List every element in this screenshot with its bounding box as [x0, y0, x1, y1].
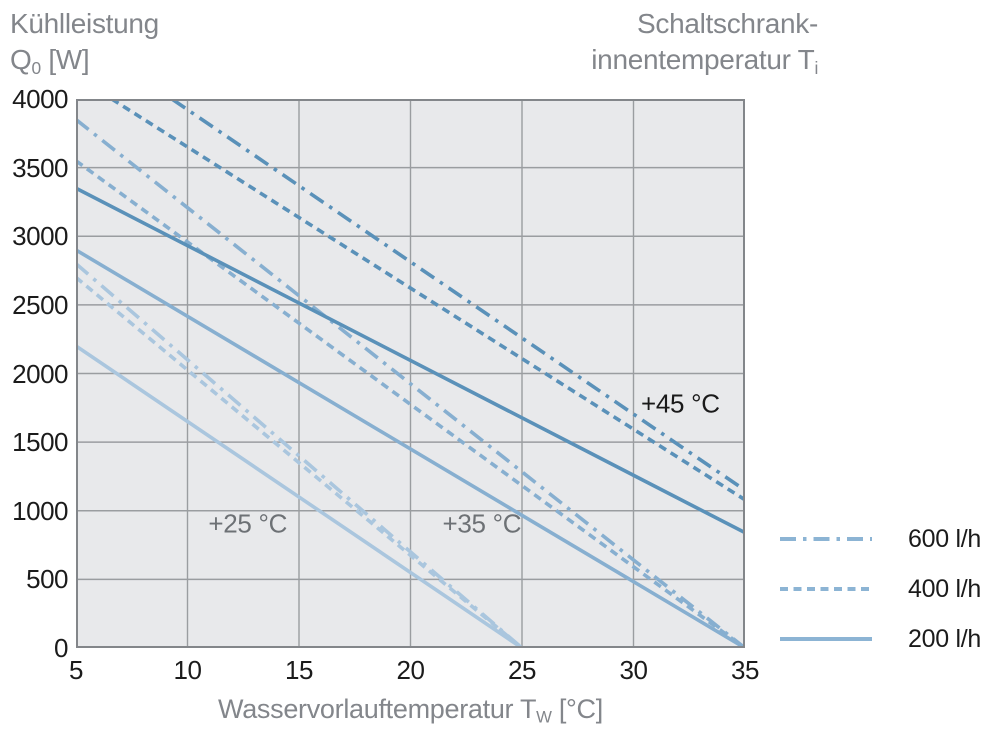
series-line: [76, 186, 745, 535]
y-tick-label: 3500: [12, 152, 68, 183]
y-axis-title: Kühlleistung Q0 [W]: [10, 6, 159, 78]
x-tick-label: 20: [396, 655, 425, 685]
x-tick-label: 25: [508, 655, 536, 685]
legend-label: 400 l/h: [908, 574, 981, 603]
y-tick-label: 1000: [12, 495, 68, 526]
series-line: [170, 99, 745, 492]
y-tick-label: 2500: [12, 289, 68, 320]
x-tick-label: 15: [285, 655, 313, 685]
right-title-line1: Schaltschrank-: [637, 8, 818, 39]
chart-right-title: Schaltschrank- innentemperatur Ti: [591, 6, 818, 78]
series-line: [76, 159, 745, 648]
legend: 600 l/h 400 l/h 200 l/h: [780, 524, 981, 653]
legend-item: 600 l/h: [780, 524, 981, 553]
y-tick-label: 500: [26, 564, 68, 595]
y-tick-label: 3000: [12, 221, 68, 252]
y-tick-label: 2000: [12, 358, 68, 389]
legend-line-sample-dashed: [780, 587, 872, 591]
x-tick-label: 5: [69, 655, 83, 685]
series-line: [76, 344, 524, 648]
y-tick-label: 0: [54, 633, 68, 663]
x-tick-label: 35: [731, 655, 759, 685]
legend-label: 600 l/h: [908, 524, 981, 553]
x-tick-label: 30: [619, 655, 648, 685]
x-axis-symbol-subscript: W: [536, 707, 552, 727]
y-axis-title-line2: Q0 [W]: [10, 44, 90, 78]
series-line: [76, 248, 745, 648]
series-line: [76, 276, 524, 648]
plot-area: +45 °C +35 °C +25 °C: [76, 99, 745, 648]
legend-label: 200 l/h: [908, 624, 981, 653]
y-axis-symbol-subscript: 0: [31, 57, 41, 78]
legend-item: 400 l/h: [780, 574, 981, 603]
right-title-subscript: i: [814, 57, 818, 78]
chart-canvas: [76, 99, 745, 648]
series-line: [110, 99, 745, 502]
plot-border: [76, 99, 745, 648]
x-tick-label: 10: [173, 655, 202, 685]
y-tick-label: 1500: [12, 427, 68, 458]
y-tick-label: 4000: [12, 84, 68, 114]
series-line: [76, 262, 524, 648]
right-title-line2: innentemperatur Ti: [591, 44, 818, 78]
legend-line-sample-solid: [780, 637, 872, 641]
temperature-label: +25 °C: [208, 508, 288, 539]
legend-item: 200 l/h: [780, 624, 981, 653]
temperature-label: +35 °C: [442, 508, 522, 539]
y-axis-title-line1: Kühlleistung: [10, 8, 159, 39]
x-axis-title: Wasservorlauftemperatur TW [°C]: [218, 694, 603, 727]
series-line: [76, 118, 745, 648]
legend-line-sample-dashdot: [780, 537, 872, 541]
temperature-label: +45 °C: [640, 388, 720, 419]
